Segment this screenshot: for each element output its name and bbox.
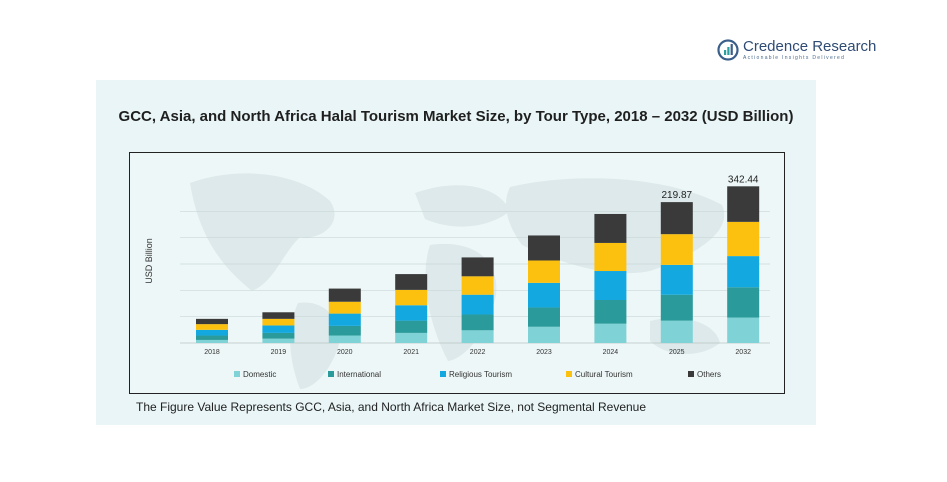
bar-segment-religious-tourism — [528, 282, 560, 308]
bar-segment-domestic — [660, 320, 693, 343]
bar-segment-international — [727, 287, 760, 318]
bar-segment-domestic — [328, 335, 361, 343]
bar-segment-cultural-tourism — [660, 234, 693, 265]
bar-segment-religious-tourism — [461, 294, 494, 315]
bar-segment-others — [727, 186, 760, 222]
bar-segment-cultural-tourism — [461, 276, 494, 295]
chart-panel: GCC, Asia, and North Africa Halal Touris… — [96, 80, 816, 425]
bar-segment-cultural-tourism — [328, 301, 361, 314]
bars — [196, 186, 760, 343]
bar-segment-others — [395, 274, 428, 290]
bar-segment-domestic — [461, 330, 494, 343]
legend-swatch — [328, 371, 334, 377]
bar-segment-cultural-tourism — [196, 324, 228, 330]
x-tick-label: 2020 — [337, 349, 353, 356]
x-tick-label: 2018 — [204, 349, 220, 356]
x-tick-label: 2021 — [403, 349, 419, 356]
x-tick-label: 2032 — [735, 349, 751, 356]
bar-segment-others — [660, 202, 693, 235]
bar-segment-religious-tourism — [328, 313, 361, 326]
legend-label: Others — [697, 370, 721, 379]
bar-segment-others — [594, 213, 627, 243]
legend-label: Domestic — [243, 370, 276, 379]
legend-label: International — [337, 370, 381, 379]
bar-segment-international — [461, 314, 494, 331]
bar-segment-others — [461, 257, 494, 277]
bar-segment-religious-tourism — [594, 271, 627, 300]
bar-segment-domestic — [262, 338, 295, 343]
bar-segment-domestic — [196, 339, 228, 343]
bar-segment-others — [528, 235, 560, 261]
x-tick-label: 2022 — [470, 349, 486, 356]
data-labels: 219.87 342.44 — [662, 174, 759, 201]
x-tick-label: 2019 — [271, 349, 287, 356]
bar-segment-cultural-tourism — [727, 221, 760, 257]
bar-segment-international — [528, 307, 560, 327]
x-tick-label: 2025 — [669, 349, 685, 356]
bar-segment-domestic — [528, 326, 560, 343]
chart-title: GCC, Asia, and North Africa Halal Touris… — [118, 108, 794, 125]
bar-segment-religious-tourism — [395, 305, 428, 321]
data-label: 219.87 — [662, 190, 693, 201]
bar-segment-others — [262, 312, 295, 319]
bar-segment-others — [196, 318, 228, 325]
legend-swatch — [234, 371, 240, 377]
bar-segment-international — [196, 335, 228, 340]
legend-swatch — [688, 371, 694, 377]
legend: Domestic International Religious Tourism Cu… — [234, 370, 721, 379]
bar-segment-international — [594, 299, 627, 324]
legend-label: Cultural Tourism — [575, 370, 633, 379]
plot-area: 2018 2019 2020 2021 2022 2023 2024 2025 2032 219… — [129, 152, 785, 394]
bar-segment-cultural-tourism — [528, 260, 560, 283]
bar-segment-domestic — [594, 323, 627, 343]
legend-label: Religious Tourism — [449, 370, 512, 379]
brand-tagline: Actionable Insights Delivered — [743, 55, 846, 61]
footnote: The Figure Value Represents GCC, Asia, a… — [136, 400, 647, 414]
bar-segment-religious-tourism — [196, 329, 228, 336]
x-axis-ticks: 2018 2019 2020 2021 2022 2023 2024 2025 2032 — [204, 349, 751, 356]
legend-swatch — [566, 371, 572, 377]
credence-logo-icon — [717, 39, 739, 61]
bar-segment-international — [660, 294, 693, 321]
bar-segment-religious-tourism — [262, 325, 295, 333]
bar-segment-international — [262, 332, 295, 339]
brand-name: Credence Research — [743, 38, 877, 55]
x-tick-label: 2024 — [603, 349, 619, 356]
bar-segment-international — [328, 325, 361, 336]
world-map-watermark — [190, 173, 725, 389]
bar-segment-cultural-tourism — [262, 318, 295, 326]
bar-segment-cultural-tourism — [395, 289, 428, 306]
stacked-bar-chart: 2018 2019 2020 2021 2022 2023 2024 2025 2032 219… — [144, 173, 770, 389]
bar-segment-others — [328, 288, 361, 302]
legend-swatch — [440, 371, 446, 377]
bar-segment-domestic — [727, 317, 760, 343]
x-tick-label: 2023 — [536, 349, 552, 356]
brand-logo: Credence Research Actionable Insights De… — [717, 36, 876, 64]
bar-segment-religious-tourism — [727, 256, 760, 288]
data-label: 342.44 — [728, 174, 759, 185]
y-axis-label: USD Billion — [144, 238, 154, 284]
bar-segment-domestic — [395, 332, 428, 343]
bar-segment-cultural-tourism — [594, 242, 627, 272]
bar-segment-international — [395, 320, 428, 333]
bar-segment-religious-tourism — [660, 264, 693, 295]
